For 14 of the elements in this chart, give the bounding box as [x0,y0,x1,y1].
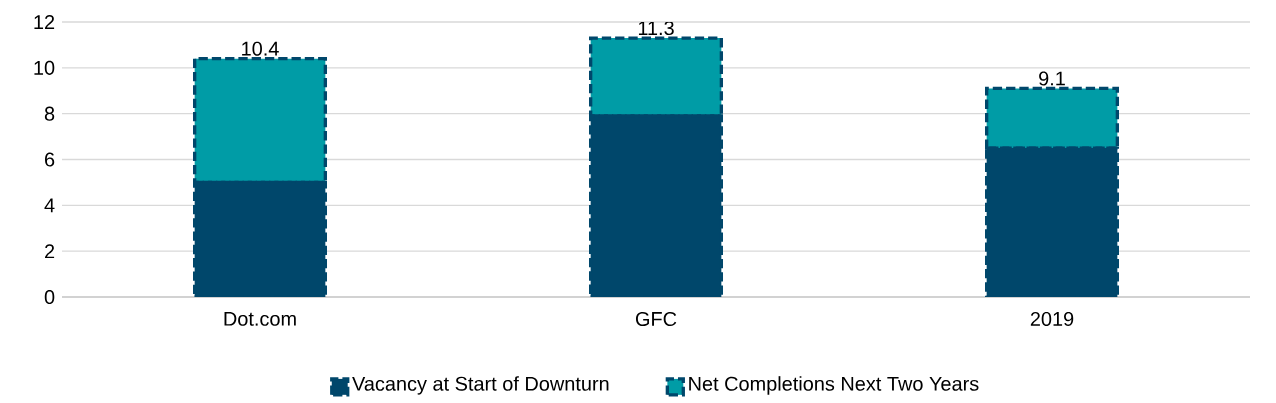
y-tick-label: 2 [45,244,55,259]
y-tick-label: 0 [44,289,55,305]
total-label: 9.1 [1039,71,1065,86]
legend-label: Vacancy at Start of Downturn [352,376,609,395]
x-tick-label: 2019 [1030,311,1074,327]
y-tick-label: 6 [45,152,55,167]
total-label: 10.4 [242,41,279,56]
x-tick-label: GFC [635,311,677,327]
y-tick-label: 10 [34,60,55,75]
legend-label: Net Completions Next Two Years [689,376,979,395]
y-tick-label: 12 [34,15,55,29]
y-tick-label: 4 [44,198,55,213]
y-tick-label: 8 [44,106,55,121]
x-tick-label: Dot.com [224,311,296,326]
